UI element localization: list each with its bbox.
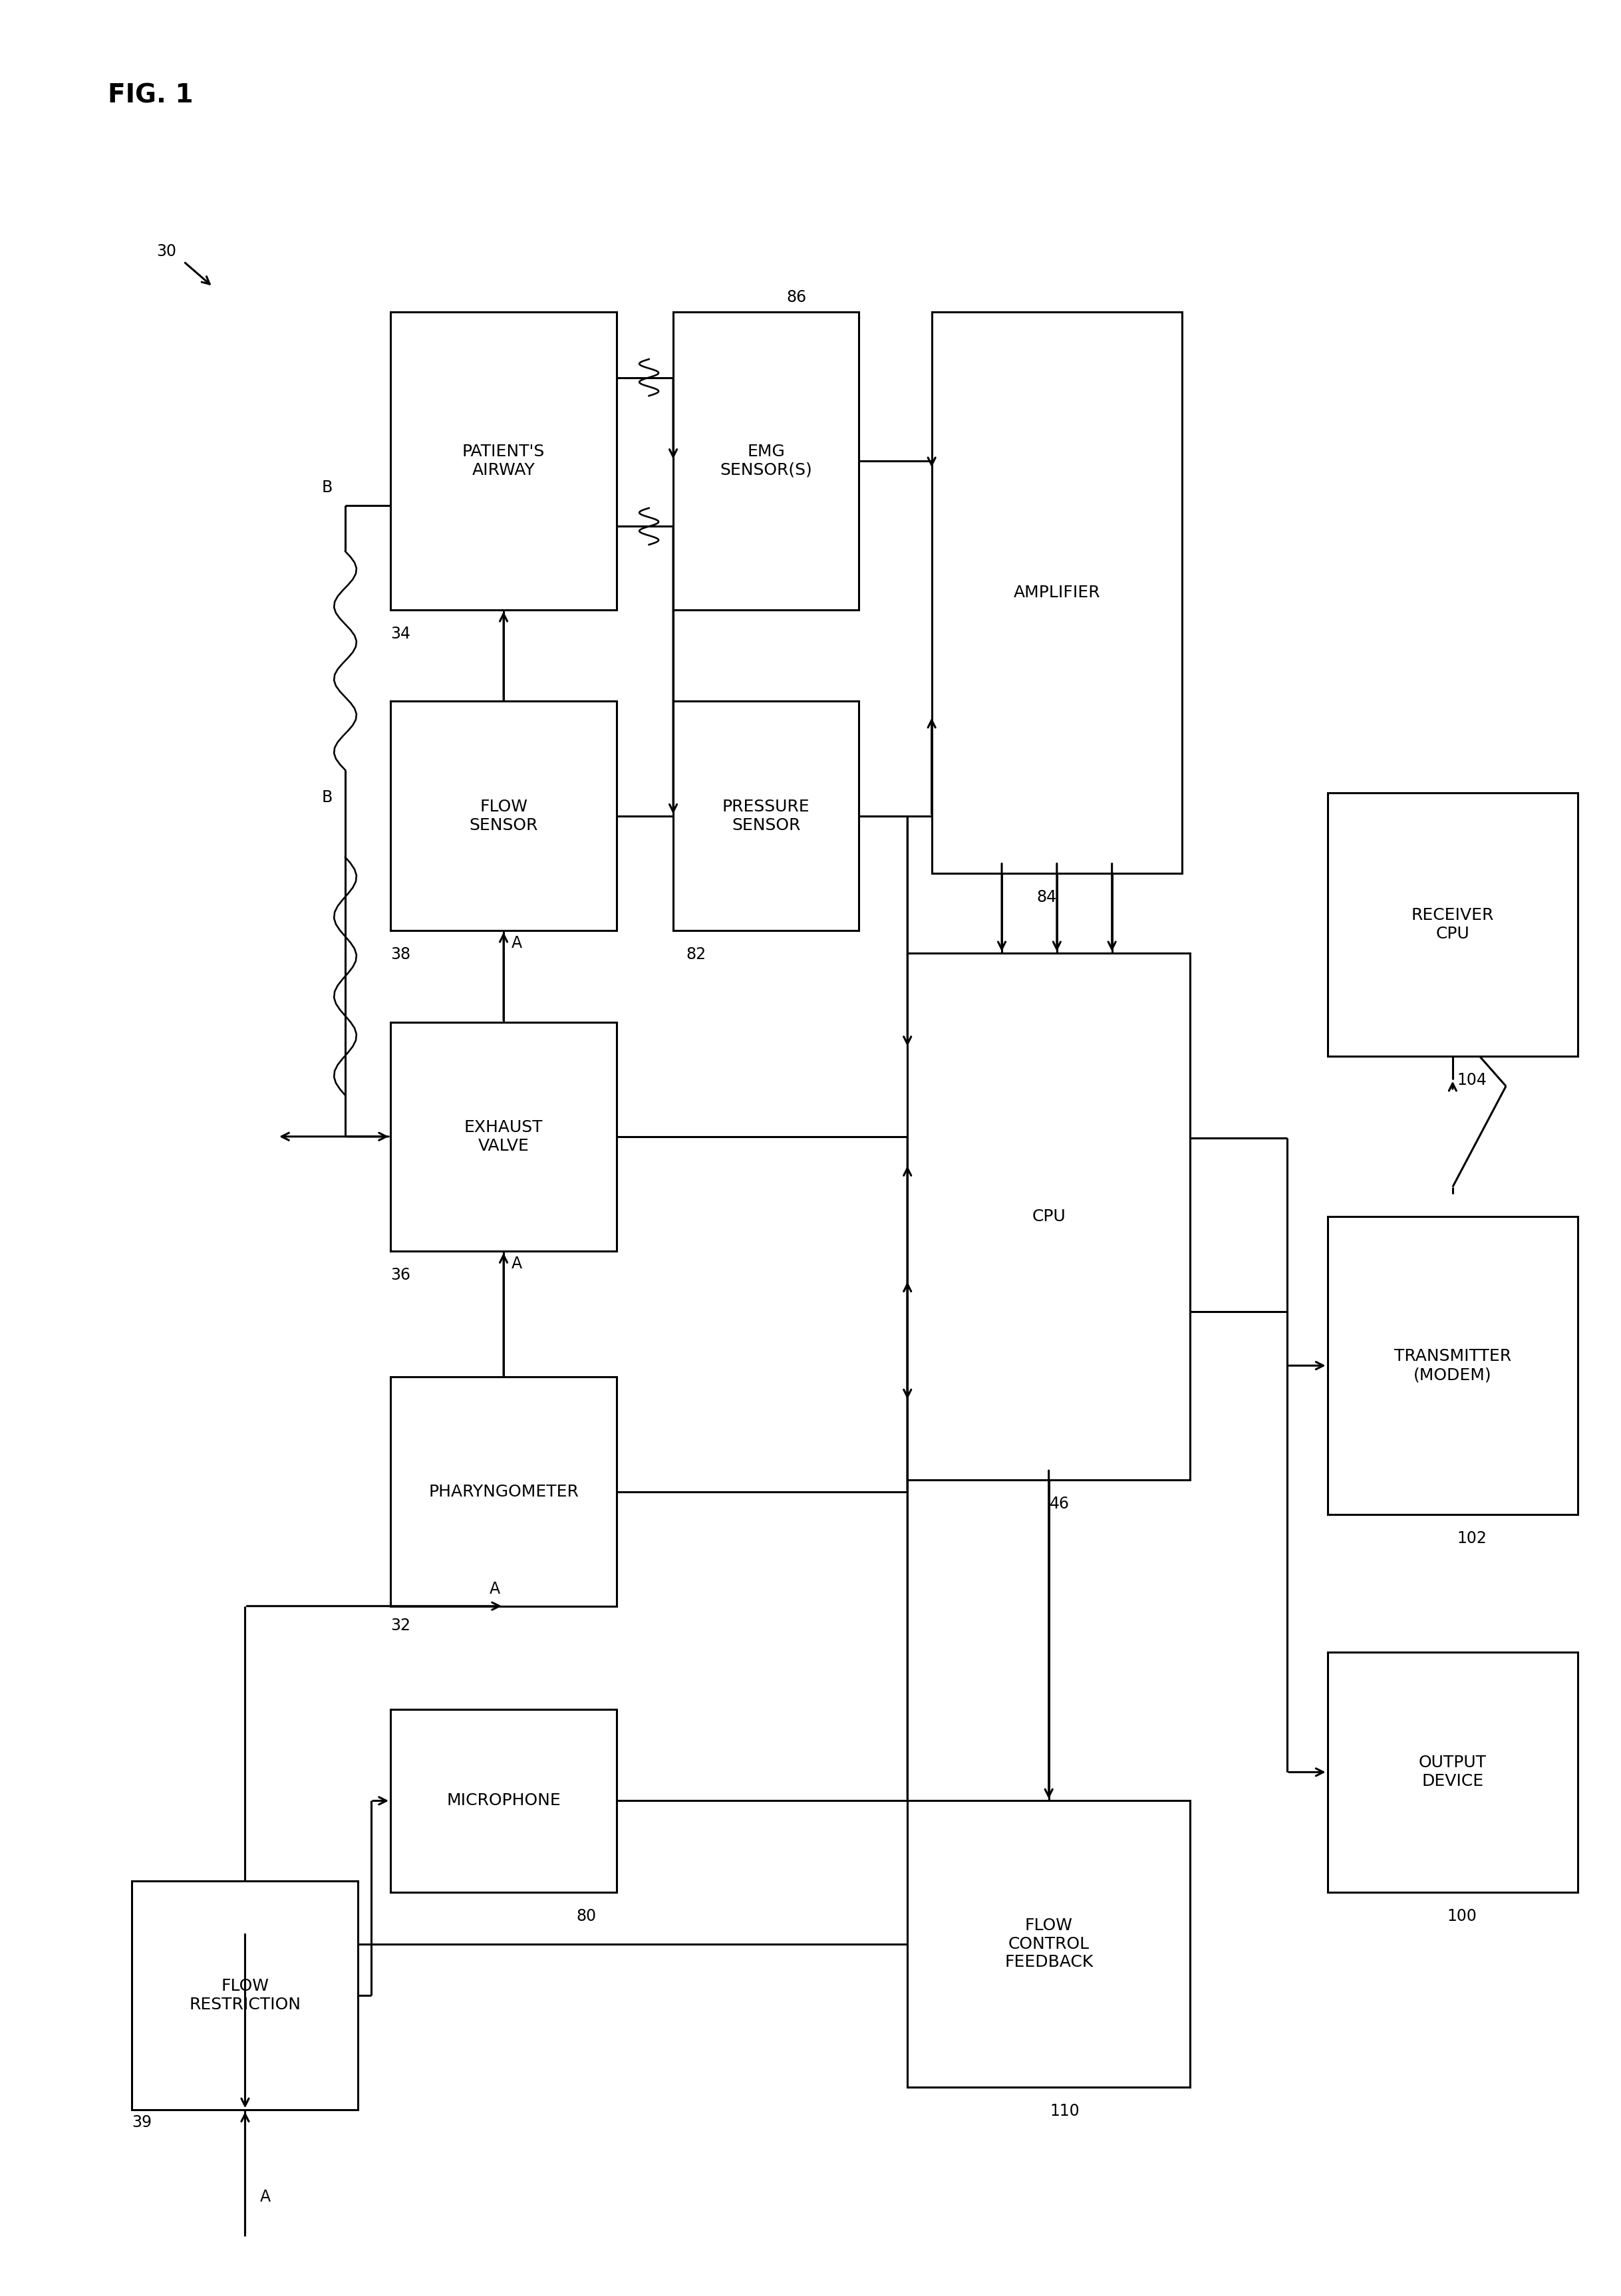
Text: 39: 39	[131, 2115, 152, 2131]
Text: A: A	[512, 934, 522, 951]
Bar	[391, 700, 616, 930]
Text: 86: 86	[786, 289, 806, 305]
Text: AMPLIFIER: AMPLIFIER	[1013, 585, 1101, 602]
Text: FLOW
SENSOR: FLOW SENSOR	[468, 799, 538, 833]
Text: A: A	[512, 1256, 522, 1272]
Text: EMG
SENSOR(S): EMG SENSOR(S)	[720, 443, 812, 478]
Text: B: B	[321, 480, 332, 496]
Text: 84: 84	[1037, 889, 1057, 905]
Bar	[391, 312, 616, 611]
Bar	[673, 312, 859, 611]
Text: FIG. 1: FIG. 1	[107, 83, 193, 108]
Text: 104: 104	[1457, 1072, 1486, 1088]
Text: TRANSMITTER
(MODEM): TRANSMITTER (MODEM)	[1394, 1348, 1511, 1382]
Text: PRESSURE
SENSOR: PRESSURE SENSOR	[723, 799, 810, 833]
Text: RECEIVER
CPU: RECEIVER CPU	[1412, 907, 1495, 941]
Bar	[932, 312, 1182, 872]
Text: EXHAUST
VALVE: EXHAUST VALVE	[464, 1120, 543, 1155]
Text: 34: 34	[391, 627, 410, 643]
Text: 110: 110	[1049, 2103, 1080, 2119]
Text: 102: 102	[1457, 1531, 1486, 1548]
Bar	[1328, 1217, 1577, 1515]
Bar	[391, 1378, 616, 1607]
Text: 80: 80	[575, 1908, 597, 1924]
Text: A: A	[490, 1582, 501, 1598]
Bar	[673, 700, 859, 930]
Text: 36: 36	[391, 1267, 410, 1283]
Text: 30: 30	[156, 243, 177, 259]
Text: PATIENT'S
AIRWAY: PATIENT'S AIRWAY	[462, 443, 545, 478]
Text: B: B	[321, 790, 332, 806]
Text: A: A	[259, 2188, 271, 2204]
Text: FLOW
CONTROL
FEEDBACK: FLOW CONTROL FEEDBACK	[1005, 1917, 1093, 1970]
Text: 38: 38	[391, 946, 410, 962]
Bar	[391, 1708, 616, 1892]
Bar	[1328, 1651, 1577, 1892]
Bar	[908, 1800, 1190, 2087]
Text: 46: 46	[1049, 1497, 1070, 1513]
Text: FLOW
RESTRICTION: FLOW RESTRICTION	[190, 1979, 302, 2014]
Text: 32: 32	[391, 1619, 410, 1632]
Bar	[391, 1022, 616, 1251]
Bar	[131, 1880, 358, 2110]
Text: PHARYNGOMETER: PHARYNGOMETER	[428, 1483, 579, 1499]
Bar	[1328, 792, 1577, 1056]
Text: MICROPHONE: MICROPHONE	[446, 1793, 561, 1809]
Text: 82: 82	[686, 946, 707, 962]
Text: CPU: CPU	[1033, 1208, 1065, 1224]
Bar	[908, 953, 1190, 1481]
Text: OUTPUT
DEVICE: OUTPUT DEVICE	[1418, 1754, 1486, 1789]
Text: 100: 100	[1448, 1908, 1477, 1924]
